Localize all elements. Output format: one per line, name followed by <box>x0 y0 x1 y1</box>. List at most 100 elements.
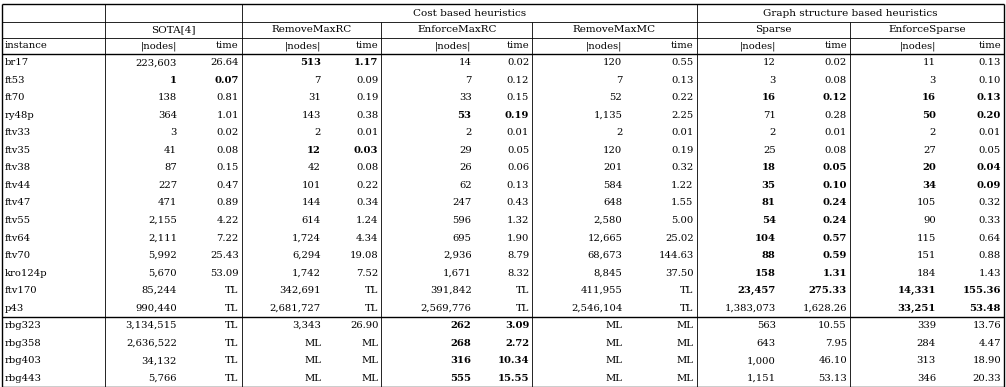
Text: 14,331: 14,331 <box>897 286 936 295</box>
Text: 0.03: 0.03 <box>354 146 378 155</box>
Text: 0.13: 0.13 <box>507 181 529 190</box>
Text: 3: 3 <box>770 76 776 85</box>
Text: 33,251: 33,251 <box>897 304 936 313</box>
Text: 71: 71 <box>763 111 776 120</box>
Text: 19.08: 19.08 <box>350 251 378 260</box>
Text: 0.01: 0.01 <box>671 128 693 137</box>
Text: 346: 346 <box>916 374 936 383</box>
Text: 18: 18 <box>762 163 776 173</box>
Text: 0.22: 0.22 <box>671 93 693 102</box>
Text: 34,132: 34,132 <box>142 356 177 365</box>
Text: 144.63: 144.63 <box>658 251 693 260</box>
Text: 0.88: 0.88 <box>979 251 1001 260</box>
Text: 0.09: 0.09 <box>977 181 1001 190</box>
Text: ftv47: ftv47 <box>5 199 31 207</box>
Text: rbg403: rbg403 <box>5 356 42 365</box>
Text: ftv70: ftv70 <box>5 251 31 260</box>
Text: 0.05: 0.05 <box>823 163 847 173</box>
Text: 247: 247 <box>453 199 472 207</box>
Text: 0.34: 0.34 <box>356 199 378 207</box>
Text: 11: 11 <box>923 58 936 67</box>
Text: 50: 50 <box>921 111 936 120</box>
Text: 0.10: 0.10 <box>823 181 847 190</box>
Text: 1: 1 <box>170 76 177 85</box>
Text: 0.24: 0.24 <box>823 199 847 207</box>
Text: 1.90: 1.90 <box>507 233 529 243</box>
Text: 0.24: 0.24 <box>823 216 847 225</box>
Text: 1.55: 1.55 <box>671 199 693 207</box>
Text: TL: TL <box>225 286 238 295</box>
Text: 1.24: 1.24 <box>356 216 378 225</box>
Text: 29: 29 <box>459 146 472 155</box>
Text: time: time <box>356 41 378 50</box>
Text: 0.89: 0.89 <box>216 199 238 207</box>
Text: ML: ML <box>677 339 693 348</box>
Text: TL: TL <box>365 304 378 313</box>
Text: ML: ML <box>304 356 321 365</box>
Text: 151: 151 <box>916 251 936 260</box>
Text: 0.08: 0.08 <box>825 146 847 155</box>
Text: RemoveMaxRC: RemoveMaxRC <box>272 26 352 34</box>
Text: ML: ML <box>606 321 623 330</box>
Text: 2.72: 2.72 <box>505 339 529 348</box>
Text: 2,580: 2,580 <box>594 216 623 225</box>
Text: 284: 284 <box>916 339 936 348</box>
Text: 0.12: 0.12 <box>507 76 529 85</box>
Text: 0.59: 0.59 <box>823 251 847 260</box>
Text: 0.05: 0.05 <box>979 146 1001 155</box>
Text: ftv64: ftv64 <box>5 233 31 243</box>
Text: 52: 52 <box>610 93 623 102</box>
Text: ftv44: ftv44 <box>5 181 31 190</box>
Text: ftv55: ftv55 <box>5 216 31 225</box>
Text: 25.43: 25.43 <box>210 251 238 260</box>
Text: 227: 227 <box>158 181 177 190</box>
Text: 0.02: 0.02 <box>825 58 847 67</box>
Text: 0.43: 0.43 <box>507 199 529 207</box>
Text: 0.22: 0.22 <box>356 181 378 190</box>
Text: 0.01: 0.01 <box>825 128 847 137</box>
Text: 2: 2 <box>315 128 321 137</box>
Text: 7.95: 7.95 <box>825 339 847 348</box>
Text: 0.57: 0.57 <box>823 233 847 243</box>
Text: 26: 26 <box>459 163 472 173</box>
Text: 0.02: 0.02 <box>216 128 238 137</box>
Text: 1,151: 1,151 <box>746 374 776 383</box>
Text: 7: 7 <box>465 76 472 85</box>
Text: TL: TL <box>225 321 238 330</box>
Text: 15.55: 15.55 <box>498 374 529 383</box>
Text: 0.12: 0.12 <box>823 93 847 102</box>
Text: 27: 27 <box>924 146 936 155</box>
Text: time: time <box>216 41 238 50</box>
Text: 5,670: 5,670 <box>149 269 177 277</box>
Text: 14: 14 <box>459 58 472 67</box>
Text: 41: 41 <box>164 146 177 155</box>
Text: rbg323: rbg323 <box>5 321 42 330</box>
Text: 3,343: 3,343 <box>292 321 321 330</box>
Text: time: time <box>824 41 847 50</box>
Text: 104: 104 <box>754 233 776 243</box>
Text: 0.02: 0.02 <box>507 58 529 67</box>
Text: 0.13: 0.13 <box>977 93 1001 102</box>
Text: 8.32: 8.32 <box>507 269 529 277</box>
Text: 7.52: 7.52 <box>356 269 378 277</box>
Text: 5,992: 5,992 <box>148 251 177 260</box>
Text: ML: ML <box>606 356 623 365</box>
Text: 0.64: 0.64 <box>979 233 1001 243</box>
Text: ML: ML <box>606 374 623 383</box>
Text: 0.13: 0.13 <box>671 76 693 85</box>
Text: Cost based heuristics: Cost based heuristics <box>412 9 526 17</box>
Text: 26.90: 26.90 <box>350 321 378 330</box>
Text: 10.55: 10.55 <box>818 321 847 330</box>
Text: 3.09: 3.09 <box>505 321 529 330</box>
Text: TL: TL <box>516 286 529 295</box>
Text: 20: 20 <box>923 163 936 173</box>
Text: br17: br17 <box>5 58 29 67</box>
Text: 339: 339 <box>916 321 936 330</box>
Text: 364: 364 <box>158 111 177 120</box>
Text: ftv35: ftv35 <box>5 146 31 155</box>
Text: 1,383,073: 1,383,073 <box>724 304 776 313</box>
Text: 1.22: 1.22 <box>671 181 693 190</box>
Text: 0.01: 0.01 <box>507 128 529 137</box>
Text: 16: 16 <box>921 93 936 102</box>
Text: |nodes|: |nodes| <box>285 41 321 51</box>
